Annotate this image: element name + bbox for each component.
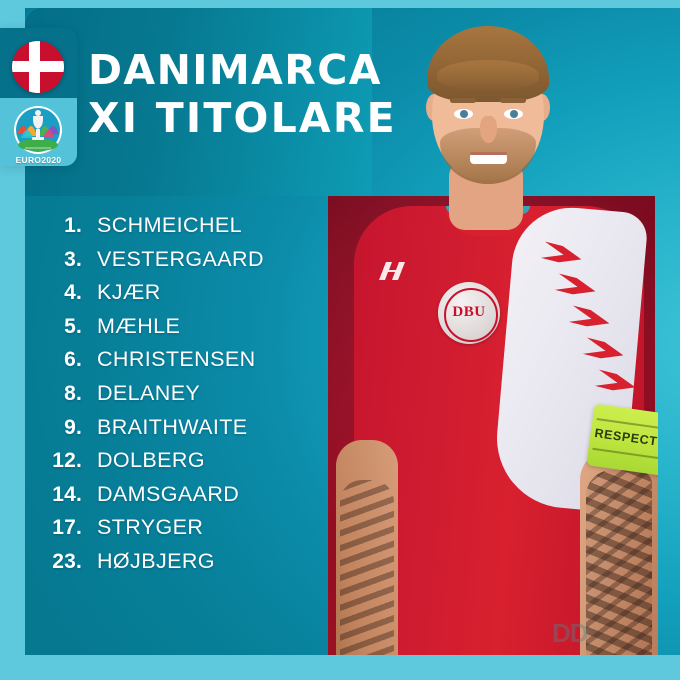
- hair: [427, 26, 549, 102]
- mouth: [470, 153, 507, 164]
- player-name: DOLBERG: [97, 448, 205, 473]
- lineup-row: 1. SCHMEICHEL: [30, 213, 330, 247]
- lineup-row: 23. HØJBJERG: [30, 549, 330, 583]
- lineup-row: 4. KJÆR: [30, 280, 330, 314]
- player-number: 9.: [64, 415, 82, 439]
- player-number: 6.: [64, 348, 82, 372]
- player-name: DELANEY: [97, 380, 201, 405]
- armband-stripe-bottom: [592, 447, 658, 461]
- player-name: HØJBJERG: [97, 548, 215, 573]
- lineup-row: 6. CHRISTENSEN: [30, 347, 330, 381]
- lineup-row: 17. STRYGER: [30, 515, 330, 549]
- lineup-row: 8. DELANEY: [30, 381, 330, 415]
- player-name: KJÆR: [97, 280, 161, 305]
- player-name: BRAITHWAITE: [97, 414, 248, 439]
- pupil-right: [510, 110, 518, 118]
- player-name: CHRISTENSEN: [97, 347, 256, 372]
- player-name: STRYGER: [97, 515, 204, 540]
- title-line-2: XI TITOLARE: [88, 94, 397, 142]
- crest-ring: [444, 288, 498, 342]
- lineup-row: 14. DAMSGAARD: [30, 482, 330, 516]
- player-name: MÆHLE: [97, 313, 181, 338]
- lineup-row: 5. MÆHLE: [30, 314, 330, 348]
- player-number: 1.: [64, 214, 82, 237]
- nose: [480, 116, 497, 143]
- lineup-list: 1. SCHMEICHEL 3. VESTERGAARD 4. KJÆR 5. MÆHLE 6.…: [30, 213, 330, 583]
- watermark: DD: [552, 618, 648, 648]
- player-number: 5.: [64, 314, 82, 338]
- page-title: DANIMARCA XI TITOLARE: [88, 46, 397, 142]
- eyebrow-left: [450, 98, 476, 103]
- tattoo-right-arm: [586, 470, 652, 655]
- player-number: 8.: [64, 381, 82, 405]
- arm-left: [336, 440, 398, 655]
- mouth-line: [470, 152, 507, 155]
- lineup-row: 9. BRAITHWAITE: [30, 415, 330, 449]
- watermark-label: DD: [552, 618, 589, 648]
- player-number: 14.: [52, 482, 82, 506]
- player-number: 4.: [64, 281, 82, 305]
- player-name: SCHMEICHEL: [97, 213, 242, 237]
- player-name: DAMSGAARD: [97, 481, 240, 506]
- pupil-left: [460, 110, 468, 118]
- tattoo-left-arm: [340, 480, 394, 655]
- player-number: 12.: [52, 449, 82, 473]
- team-badge-card: EURO2020: [0, 28, 77, 166]
- player-number: 3.: [64, 247, 82, 271]
- armband-label: RESPECT: [593, 425, 658, 449]
- arm-right: [580, 450, 658, 655]
- lineup-row: 12. DOLBERG: [30, 448, 330, 482]
- dbu-crest: DBU: [438, 282, 500, 344]
- euro-2020-logo-icon: [14, 106, 62, 154]
- header-panel: [25, 8, 373, 196]
- lineup-row: 3. VESTERGAARD: [30, 247, 330, 281]
- player-name: VESTERGAARD: [97, 246, 264, 271]
- crest-label: DBU: [452, 304, 486, 320]
- denmark-flag-icon: [12, 41, 64, 93]
- hummel-brand-icon: [379, 262, 405, 280]
- title-line-1: DANIMARCA: [88, 46, 382, 94]
- euro-2020-label: EURO2020: [15, 155, 62, 165]
- player-number: 23.: [52, 549, 82, 573]
- player-number: 17.: [52, 516, 82, 540]
- eyebrow-right: [500, 98, 526, 103]
- player-portrait: DBU RESPECT: [328, 10, 658, 655]
